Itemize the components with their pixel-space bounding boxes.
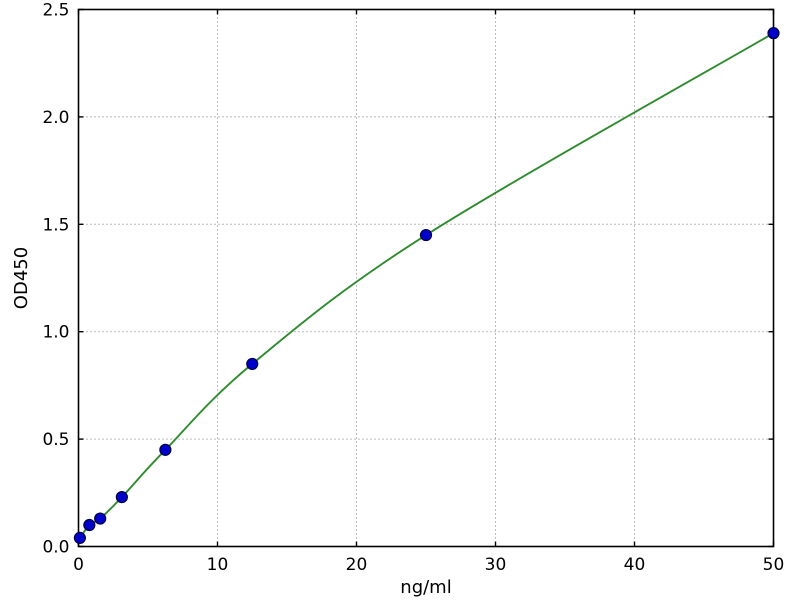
x-tick-label: 40 xyxy=(624,555,646,575)
data-point-marker xyxy=(767,27,780,40)
data-point-marker xyxy=(115,490,128,504)
y-axis-label: OD450 xyxy=(11,247,32,309)
data-point-marker xyxy=(73,531,86,545)
y-tick-label: 0.0 xyxy=(42,538,69,558)
x-axis-label: ng/ml xyxy=(400,577,451,598)
data-point-marker xyxy=(159,443,172,456)
y-tick-label: 1.5 xyxy=(42,215,69,235)
x-tick-label: 10 xyxy=(207,555,229,575)
data-point-marker xyxy=(94,512,107,525)
x-tick-label: 0 xyxy=(73,555,84,575)
y-tick-label: 2.5 xyxy=(42,1,69,21)
y-tick-label: 0.5 xyxy=(42,430,69,450)
fit-curve xyxy=(78,32,775,539)
data-point-marker xyxy=(419,228,433,242)
x-tick-label: 30 xyxy=(485,555,507,575)
x-tick-label: 50 xyxy=(763,555,785,575)
y-tick-label: 1.0 xyxy=(42,323,69,343)
x-tick-label: 20 xyxy=(346,555,368,575)
y-tick-label: 2.0 xyxy=(42,108,69,128)
plot-border xyxy=(77,8,775,548)
data-point-marker xyxy=(246,357,259,371)
data-point-marker xyxy=(83,518,96,532)
